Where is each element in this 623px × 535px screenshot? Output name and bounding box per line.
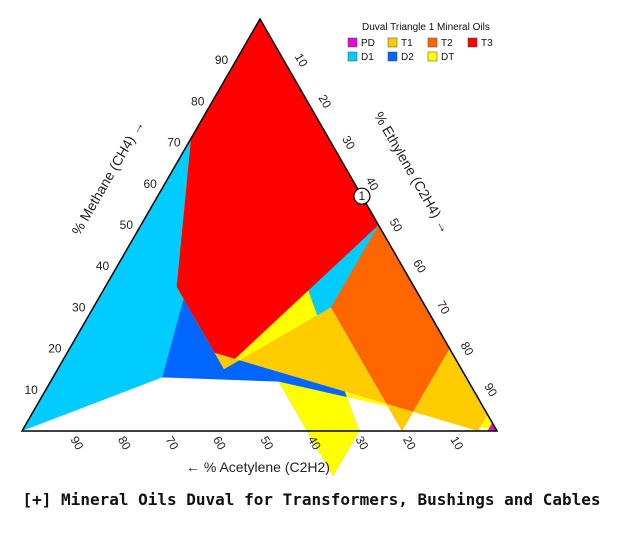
methane-tick-label: 50 xyxy=(120,218,134,232)
legend-item-d1: D1 xyxy=(347,51,374,63)
zone-t1 xyxy=(214,307,488,431)
zone-t2 xyxy=(330,225,450,431)
legend-label: D2 xyxy=(401,52,414,63)
legend-swatch xyxy=(387,51,398,62)
fault-zones xyxy=(22,19,497,477)
methane-tick-label: 60 xyxy=(143,177,157,191)
legend-item-d2: D2 xyxy=(387,51,414,63)
ethylene-tick-label: 90 xyxy=(481,381,500,400)
acetylene-tick-label: 90 xyxy=(68,434,87,453)
acetylene-tick-label: 80 xyxy=(115,434,134,453)
ethylene-axis-label: % Ethylene (C2H4) → xyxy=(371,109,454,236)
zone-pd xyxy=(487,422,497,431)
legend-label: PD xyxy=(361,38,375,49)
duval-triangle-chart: 10 20 30 40 50 60 70 80 90 10 20 30 40 50 60 70 80 90 90 80… xyxy=(20,17,500,477)
legend-swatch xyxy=(427,51,438,62)
figure-caption: [+] Mineral Oils Duval for Transformers,… xyxy=(22,490,601,509)
acetylene-tick-label: 10 xyxy=(448,434,467,453)
legend-items: PD T1 T2 T3 D1 D2 DT xyxy=(347,37,493,63)
zone-t3 xyxy=(176,19,379,370)
methane-axis-label: % Methane (CH4) → xyxy=(68,117,147,238)
marker-label: 1 xyxy=(359,189,366,203)
acetylene-tick-label: 60 xyxy=(210,434,229,453)
legend-swatch xyxy=(387,37,398,48)
methane-tick-label: 10 xyxy=(24,383,38,397)
ethylene-tick-label: 80 xyxy=(458,339,477,358)
ethylene-tick-label: 10 xyxy=(292,51,311,70)
legend-swatch xyxy=(347,51,358,62)
ethylene-tick-label: 70 xyxy=(434,298,453,317)
legend-item-t2: T2 xyxy=(427,37,453,49)
triangle-outline xyxy=(20,17,499,432)
legend-item-t1: T1 xyxy=(387,37,413,49)
acetylene-axis-label: ← % Acetylene (C2H2) xyxy=(186,459,330,475)
data-marker: 1 xyxy=(353,187,371,205)
tick-labels: 10 20 30 40 50 60 70 80 90 10 20 30 40 50 60 70 80 90 90 80… xyxy=(24,51,500,453)
legend-item-dt: DT xyxy=(427,51,454,63)
ethylene-tick-label: 30 xyxy=(339,133,358,152)
methane-tick-label: 30 xyxy=(72,300,86,314)
methane-tick-label: 20 xyxy=(48,342,62,356)
legend-label: D1 xyxy=(361,52,374,63)
legend-title: Duval Triangle 1 Mineral Oils xyxy=(362,22,490,33)
legend-swatch xyxy=(427,37,438,48)
methane-tick-label: 90 xyxy=(215,53,229,67)
legend-item-pd: PD xyxy=(347,37,375,49)
ethylene-tick-label: 40 xyxy=(363,175,382,194)
acetylene-tick-label: 50 xyxy=(258,434,277,453)
legend-label: T3 xyxy=(481,38,493,49)
legend-item-t3: T3 xyxy=(467,37,493,49)
legend-label: DT xyxy=(441,52,454,63)
ethylene-tick-label: 50 xyxy=(387,216,406,235)
acetylene-tick-label: 20 xyxy=(400,434,419,453)
marker-circle xyxy=(353,187,371,205)
legend-swatch xyxy=(467,37,478,48)
methane-tick-label: 80 xyxy=(191,94,205,108)
acetylene-tick-label: 40 xyxy=(305,434,324,453)
legend-label: T1 xyxy=(401,38,413,49)
methane-tick-label: 40 xyxy=(96,259,110,273)
ethylene-tick-label: 60 xyxy=(410,257,429,276)
methane-tick-label: 70 xyxy=(167,136,181,150)
acetylene-tick-label: 30 xyxy=(353,434,372,453)
ethylene-tick-label: 20 xyxy=(315,92,334,111)
legend-label: T2 xyxy=(441,38,453,49)
legend: Duval Triangle 1 Mineral Oils PD T1 T2 T3 D1… xyxy=(347,22,493,63)
legend-swatch xyxy=(347,37,358,48)
acetylene-tick-label: 70 xyxy=(163,434,182,453)
